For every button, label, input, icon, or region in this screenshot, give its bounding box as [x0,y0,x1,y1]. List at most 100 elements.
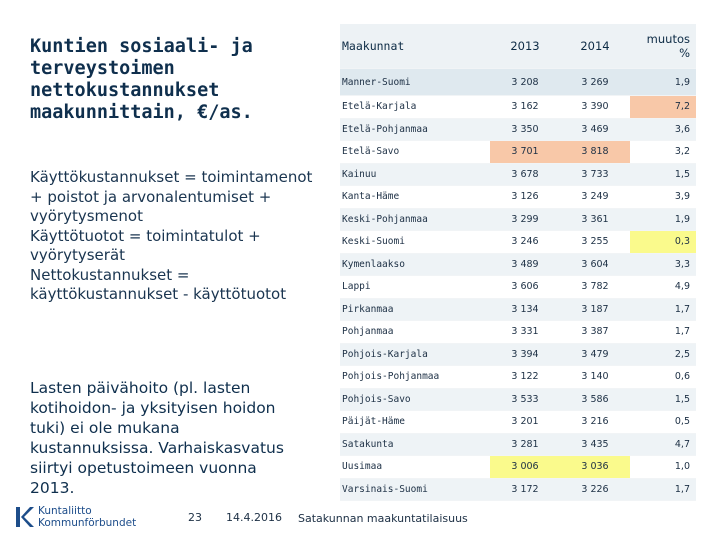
cell-2014: 3 733 [560,163,630,186]
cell-2014: 3 387 [560,320,630,344]
cell-2013: 3 208 [490,68,560,96]
definition-operating-costs: Käyttökustannukset = toimintamenot + poi… [30,168,313,225]
table-row: Pohjois-Pohjanmaa 3 122 3 140 0,6 [340,365,696,389]
cell-2013: 3 122 [490,365,560,389]
cell-region: Pirkanmaa [340,298,490,321]
cell-2013: 3 006 [490,455,560,479]
footer-date: 14.4.2016 [226,511,282,524]
cell-2014: 3 818 [560,140,630,164]
cell-region: Kanta-Häme [340,185,490,209]
page-number: 23 [188,511,202,524]
cell-2014: 3 361 [560,208,630,231]
cell-2013: 3 162 [490,95,560,119]
cell-2014: 3 479 [560,343,630,366]
cell-region: Pohjois-Pohjanmaa [340,365,490,389]
cell-change: 2,5 [630,343,696,366]
cell-change: 1,9 [630,68,696,96]
footer-source: Satakunnan maakuntatilaisuus [298,512,468,525]
table-row: Keski-Pohjanmaa 3 299 3 361 1,9 [340,208,696,231]
cell-region: Pohjois-Savo [340,388,490,411]
table-row: Kymenlaakso 3 489 3 604 3,3 [340,253,696,276]
header-2013: 2013 [490,24,560,69]
daycare-note: Lasten päivähoito (pl. lasten kotihoidon… [30,379,284,497]
cell-2014: 3 586 [560,388,630,411]
header-2014: 2014 [560,24,630,69]
cell-2013: 3 331 [490,320,560,344]
cell-2013: 3 350 [490,118,560,141]
kuntaliitto-logo: Kuntaliitto Kommunförbundet [14,503,144,533]
cell-change: 4,7 [630,433,696,456]
cell-region: Keski-Suomi [340,230,490,254]
cell-2013: 3 172 [490,478,560,501]
table-row: Varsinais-Suomi 3 172 3 226 1,7 [340,478,696,501]
cost-table: Maakunnat 2013 2014 muutos % Manner-Suom… [340,24,696,501]
cell-region: Satakunta [340,433,490,456]
cell-region: Etelä-Savo [340,140,490,164]
table-row: Päijät-Häme 3 201 3 216 0,5 [340,410,696,434]
cell-change: 3,3 [630,253,696,276]
table-row: Pohjois-Karjala 3 394 3 479 2,5 [340,343,696,366]
cell-2013: 3 134 [490,298,560,321]
cell-2014: 3 249 [560,185,630,209]
cell-2014: 3 469 [560,118,630,141]
cell-region: Kymenlaakso [340,253,490,276]
cell-2014: 3 216 [560,410,630,434]
table-row: Keski-Suomi 3 246 3 255 0,3 [340,230,696,254]
cell-change: 1,5 [630,388,696,411]
table-row: Pohjanmaa 3 331 3 387 1,7 [340,320,696,344]
cell-region: Manner-Suomi [340,68,490,96]
cell-region: Kainuu [340,163,490,186]
header-region: Maakunnat [340,24,490,69]
cell-2014: 3 604 [560,253,630,276]
cell-2014: 3 036 [560,455,630,479]
cell-change: 1,9 [630,208,696,231]
cell-change: 7,2 [630,95,696,119]
cell-change: 3,2 [630,140,696,164]
table-row-national: Manner-Suomi 3 208 3 269 1,9 [340,68,696,96]
cell-2013: 3 489 [490,253,560,276]
table-row: Pohjois-Savo 3 533 3 586 1,5 [340,388,696,411]
table-row: Lappi 3 606 3 782 4,9 [340,275,696,299]
cell-change: 1,7 [630,478,696,501]
table-row: Satakunta 3 281 3 435 4,7 [340,433,696,456]
cell-region: Keski-Pohjanmaa [340,208,490,231]
table-row: Etelä-Karjala 3 162 3 390 7,2 [340,95,696,119]
cell-change: 0,3 [630,230,696,254]
cell-2014: 3 435 [560,433,630,456]
cell-change: 1,7 [630,320,696,344]
cell-2014: 3 255 [560,230,630,254]
slide-title: Kuntien sosiaali- ja terveystoimen netto… [30,36,253,123]
cell-2014: 3 390 [560,95,630,119]
table-row: Etelä-Pohjanmaa 3 350 3 469 3,6 [340,118,696,141]
cost-table-container: Maakunnat 2013 2014 muutos % Manner-Suom… [340,24,696,501]
cell-change: 0,5 [630,410,696,434]
cell-2013: 3 394 [490,343,560,366]
cell-region: Pohjanmaa [340,320,490,344]
cell-2014: 3 782 [560,275,630,299]
cell-2013: 3 201 [490,410,560,434]
table-row: Etelä-Savo 3 701 3 818 3,2 [340,140,696,164]
cell-region: Etelä-Pohjanmaa [340,118,490,141]
cell-change: 3,9 [630,185,696,209]
cell-2014: 3 140 [560,365,630,389]
footer: Kuntaliitto Kommunförbundet 23 14.4.2016… [0,503,720,540]
cell-change: 1,7 [630,298,696,321]
cell-2013: 3 299 [490,208,560,231]
table-row: Pirkanmaa 3 134 3 187 1,7 [340,298,696,321]
definitions: Käyttökustannukset = toimintamenot + poi… [30,168,320,305]
logo-line-1: Kuntaliitto [38,505,92,517]
cell-change: 1,0 [630,455,696,479]
cell-region: Uusimaa [340,455,490,479]
cell-2013: 3 533 [490,388,560,411]
cell-2013: 3 678 [490,163,560,186]
cell-region: Päijät-Häme [340,410,490,434]
header-change: muutos % [630,24,696,69]
definition-operating-income: Käyttötuotot = toimintatulot + vyörytyse… [30,226,261,265]
cell-change: 1,5 [630,163,696,186]
cell-change: 3,6 [630,118,696,141]
definition-net-costs: Nettokustannukset = käyttökustannukset -… [30,265,287,304]
cell-2014: 3 269 [560,68,630,96]
cell-2013: 3 701 [490,140,560,164]
cell-2013: 3 246 [490,230,560,254]
cell-2013: 3 281 [490,433,560,456]
